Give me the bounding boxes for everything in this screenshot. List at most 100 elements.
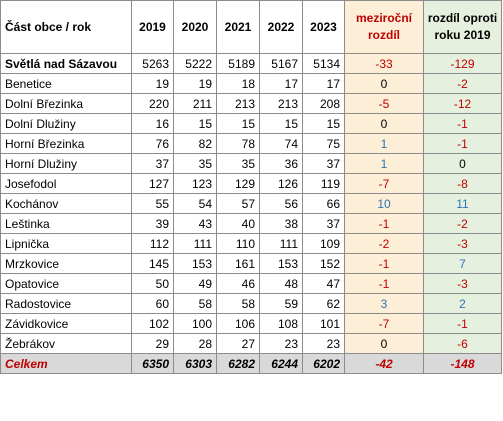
year-value: 213 bbox=[259, 93, 303, 114]
row-name: Celkem bbox=[0, 353, 132, 374]
year-value: 48 bbox=[259, 273, 303, 294]
change-value: -5 bbox=[344, 93, 424, 114]
row-name: Radostovice bbox=[0, 293, 132, 314]
table-row: Kochánov 55 54 57 56 66 10 11 bbox=[0, 193, 502, 214]
year-value: 55 bbox=[131, 193, 174, 214]
change-2019-value: 0 bbox=[423, 153, 502, 174]
change-2019-value: -8 bbox=[423, 173, 502, 194]
year-value: 58 bbox=[216, 293, 260, 314]
change-value: -2 bbox=[344, 233, 424, 254]
header-year: 2023 bbox=[302, 0, 345, 54]
year-value: 15 bbox=[216, 113, 260, 134]
change-2019-value: -3 bbox=[423, 233, 502, 254]
year-value: 74 bbox=[259, 133, 303, 154]
header-year: 2022 bbox=[259, 0, 303, 54]
change-2019-value: -148 bbox=[423, 353, 502, 374]
year-value: 109 bbox=[302, 233, 345, 254]
year-value: 112 bbox=[131, 233, 174, 254]
year-value: 126 bbox=[259, 173, 303, 194]
year-value: 119 bbox=[302, 173, 345, 194]
change-value: -7 bbox=[344, 173, 424, 194]
header-year: 2019 bbox=[131, 0, 174, 54]
change-2019-value: -1 bbox=[423, 113, 502, 134]
year-value: 6282 bbox=[216, 353, 260, 374]
year-value: 5189 bbox=[216, 53, 260, 74]
row-name: Mrzkovice bbox=[0, 253, 132, 274]
header-year: 2021 bbox=[216, 0, 260, 54]
header-row: Část obce / rok 2019 2020 2021 2022 2023… bbox=[0, 0, 502, 54]
year-value: 66 bbox=[302, 193, 345, 214]
year-value: 59 bbox=[259, 293, 303, 314]
year-value: 6244 bbox=[259, 353, 303, 374]
year-value: 152 bbox=[302, 253, 345, 274]
year-value: 127 bbox=[131, 173, 174, 194]
year-value: 108 bbox=[259, 313, 303, 334]
change-value: 10 bbox=[344, 193, 424, 214]
change-value: 1 bbox=[344, 133, 424, 154]
year-value: 82 bbox=[173, 133, 217, 154]
year-value: 29 bbox=[131, 333, 174, 354]
year-value: 129 bbox=[216, 173, 260, 194]
year-value: 43 bbox=[173, 213, 217, 234]
year-value: 23 bbox=[302, 333, 345, 354]
year-value: 111 bbox=[259, 233, 303, 254]
year-value: 58 bbox=[173, 293, 217, 314]
year-value: 211 bbox=[173, 93, 217, 114]
year-value: 100 bbox=[173, 313, 217, 334]
year-value: 153 bbox=[259, 253, 303, 274]
year-value: 208 bbox=[302, 93, 345, 114]
year-value: 38 bbox=[259, 213, 303, 234]
row-name: Josefodol bbox=[0, 173, 132, 194]
year-value: 161 bbox=[216, 253, 260, 274]
table-row: Opatovice 50 49 46 48 47 -1 -3 bbox=[0, 273, 502, 294]
year-value: 37 bbox=[302, 153, 345, 174]
change-value: -7 bbox=[344, 313, 424, 334]
year-value: 220 bbox=[131, 93, 174, 114]
year-value: 40 bbox=[216, 213, 260, 234]
year-value: 60 bbox=[131, 293, 174, 314]
table-row: Horní Dlužiny 37 35 35 36 37 1 0 bbox=[0, 153, 502, 174]
row-name: Opatovice bbox=[0, 273, 132, 294]
table-row: Závidkovice 102 100 106 108 101 -7 -1 bbox=[0, 313, 502, 334]
year-value: 50 bbox=[131, 273, 174, 294]
row-name: Horní Dlužiny bbox=[0, 153, 132, 174]
year-value: 49 bbox=[173, 273, 217, 294]
header-year: 2020 bbox=[173, 0, 217, 54]
year-value: 23 bbox=[259, 333, 303, 354]
year-value: 6202 bbox=[302, 353, 345, 374]
year-value: 37 bbox=[131, 153, 174, 174]
year-value: 39 bbox=[131, 213, 174, 234]
year-value: 17 bbox=[259, 73, 303, 94]
year-value: 5222 bbox=[173, 53, 217, 74]
year-value: 111 bbox=[173, 233, 217, 254]
year-value: 5263 bbox=[131, 53, 174, 74]
row-name: Lipnička bbox=[0, 233, 132, 254]
year-value: 54 bbox=[173, 193, 217, 214]
year-value: 101 bbox=[302, 313, 345, 334]
change-2019-value: -2 bbox=[423, 73, 502, 94]
year-value: 57 bbox=[216, 193, 260, 214]
year-value: 110 bbox=[216, 233, 260, 254]
year-value: 15 bbox=[302, 113, 345, 134]
table-row: Mrzkovice 145 153 161 153 152 -1 7 bbox=[0, 253, 502, 274]
year-value: 35 bbox=[216, 153, 260, 174]
change-value: -33 bbox=[344, 53, 424, 74]
change-value: 0 bbox=[344, 73, 424, 94]
change-2019-value: 7 bbox=[423, 253, 502, 274]
year-value: 28 bbox=[173, 333, 217, 354]
change-value: -1 bbox=[344, 253, 424, 274]
change-value: -1 bbox=[344, 213, 424, 234]
table-row: Radostovice 60 58 58 59 62 3 2 bbox=[0, 293, 502, 314]
row-name: Leštinka bbox=[0, 213, 132, 234]
population-table: Část obce / rok 2019 2020 2021 2022 2023… bbox=[0, 0, 502, 374]
year-value: 35 bbox=[173, 153, 217, 174]
total-row: Celkem 6350 6303 6282 6244 6202 -42 -148 bbox=[0, 353, 502, 374]
year-value: 46 bbox=[216, 273, 260, 294]
table-row: Žebrákov 29 28 27 23 23 0 -6 bbox=[0, 333, 502, 354]
change-2019-value: -3 bbox=[423, 273, 502, 294]
change-2019-value: 11 bbox=[423, 193, 502, 214]
year-value: 6303 bbox=[173, 353, 217, 374]
year-value: 6350 bbox=[131, 353, 174, 374]
change-value: -1 bbox=[344, 273, 424, 294]
table-row: Dolní Dlužiny 16 15 15 15 15 0 -1 bbox=[0, 113, 502, 134]
